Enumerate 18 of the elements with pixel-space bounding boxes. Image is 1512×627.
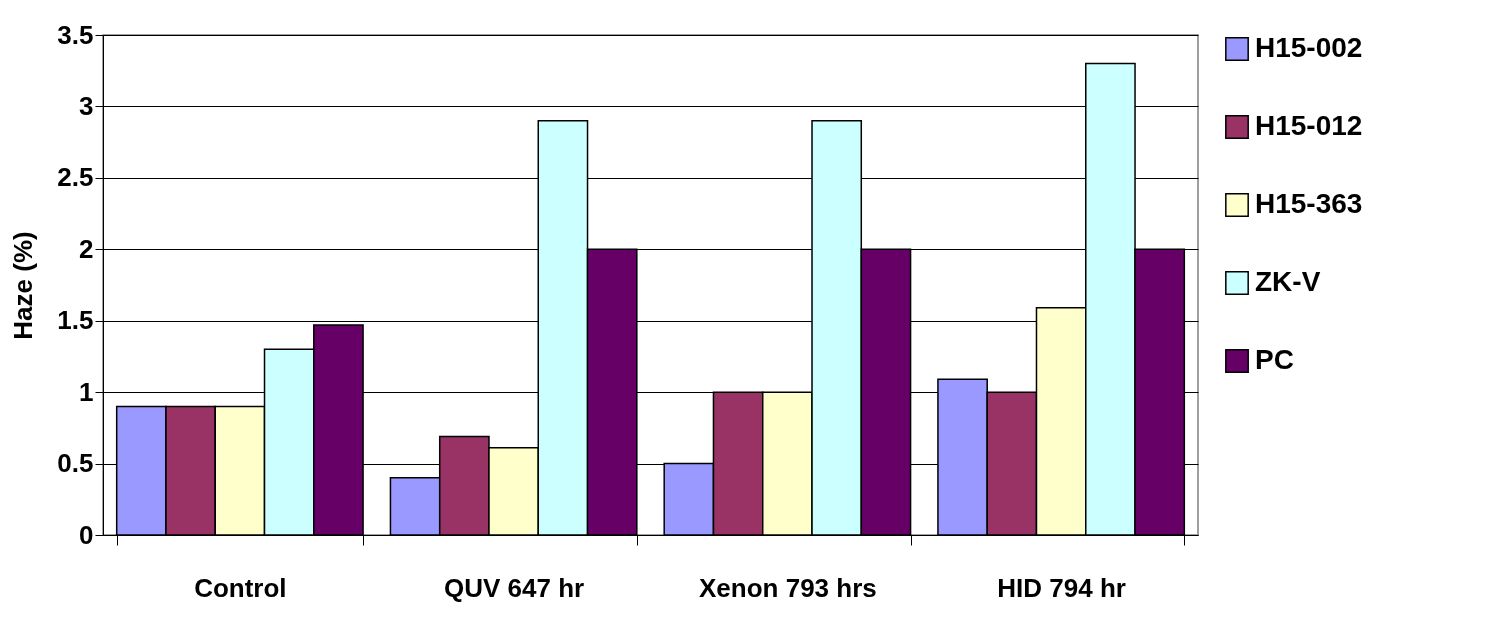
y-tick-label: 1.5 [57,305,94,336]
legend-label: PC [1255,344,1294,375]
y-tick-label: 2.5 [57,162,94,193]
y-tick-label: 1 [79,376,94,407]
y-tick-label: 0.5 [57,448,94,479]
y-tick-label: 3.5 [57,19,94,50]
x-tick-label: Control [194,572,287,603]
legend-label: ZK-V [1255,266,1321,297]
x-tick-label: Xenon 793 hrs [699,572,877,603]
legend-label: H15-002 [1255,32,1363,63]
legend-label: H15-012 [1255,110,1363,141]
x-tick-label: QUV 647 hr [444,572,585,603]
y-tick-label: 2 [79,233,94,264]
x-tick-label: HID 794 hr [997,572,1126,603]
y-axis-title: Haze (%) [8,231,39,340]
y-tick-label: 3 [79,90,94,121]
y-tick-label: 0 [79,519,94,550]
legend-label: H15-363 [1255,188,1363,219]
